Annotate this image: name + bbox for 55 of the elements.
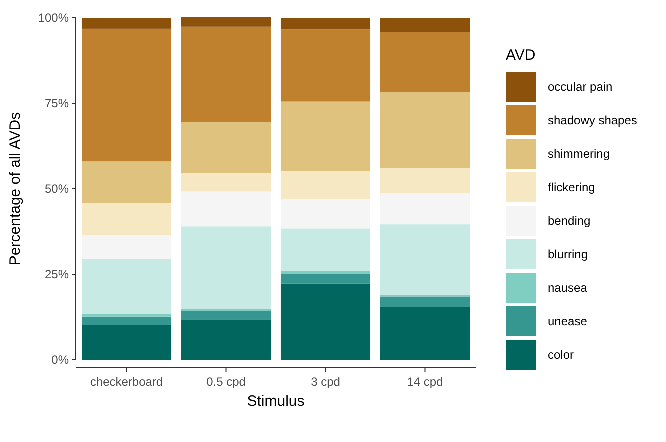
- y-tick-label: 75%: [44, 96, 70, 111]
- bar: [280, 274, 371, 284]
- y-tick-label: 25%: [44, 268, 70, 282]
- bar: [181, 320, 272, 360]
- bar: [181, 17, 272, 27]
- bar: [380, 18, 470, 32]
- bar: [280, 171, 371, 200]
- bar: [380, 168, 470, 194]
- bar: [380, 306, 470, 360]
- bar: [181, 226, 272, 310]
- y-tick-label: 100%: [38, 11, 70, 26]
- bar: [181, 122, 272, 174]
- bar: [82, 325, 172, 360]
- bar: [280, 30, 371, 102]
- text: blurring: [548, 248, 588, 262]
- bar: [82, 18, 172, 29]
- x-tick-label: checkerboard: [90, 375, 164, 389]
- x-tick-label: 3 cpd: [311, 375, 340, 389]
- bar: [82, 314, 172, 317]
- text: occular pain: [548, 80, 613, 94]
- bar: [82, 259, 172, 314]
- text: shadowy shapes: [548, 114, 638, 128]
- bar: [280, 102, 371, 172]
- x-axis-title: Stimulus: [247, 393, 305, 410]
- y-tick-label: 50%: [44, 182, 70, 196]
- bar: [181, 26, 272, 122]
- bar: [82, 235, 172, 260]
- bar: [380, 193, 470, 225]
- bar: [82, 162, 172, 204]
- bar: [380, 32, 470, 92]
- legend-title: AVD: [506, 47, 536, 64]
- bar: [280, 284, 371, 360]
- bar: [280, 199, 371, 229]
- y-tick-label: 0%: [52, 353, 70, 368]
- text: flickering: [548, 180, 596, 195]
- bar: [82, 203, 172, 236]
- bar: [82, 316, 172, 326]
- bar: [280, 18, 371, 30]
- y-axis-title: Percentage of all AVDs: [7, 112, 24, 266]
- x-tick-label: 14 cpd: [407, 375, 444, 389]
- bar: [82, 28, 172, 162]
- text: bending: [548, 214, 591, 228]
- text: color: [548, 348, 574, 362]
- bar: [181, 173, 272, 192]
- bar: [280, 228, 371, 272]
- text: shimmering: [548, 147, 610, 162]
- bar: [181, 311, 272, 320]
- text: nausea: [548, 281, 588, 296]
- text: unease: [548, 314, 588, 329]
- bar: [380, 296, 470, 307]
- x-tick-label: 0.5 cpd: [206, 375, 246, 389]
- bar: [380, 92, 470, 168]
- bar: [280, 271, 371, 274]
- bar: [380, 224, 470, 296]
- bar: [181, 192, 272, 227]
